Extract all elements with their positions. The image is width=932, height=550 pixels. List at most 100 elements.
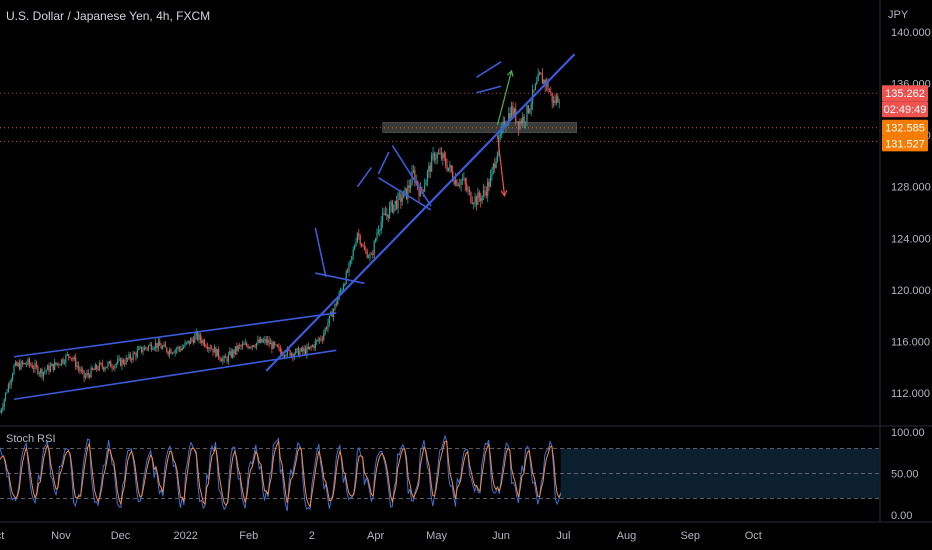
- candle-body: [551, 92, 553, 103]
- candle-body: [324, 328, 326, 334]
- candle-body: [58, 363, 60, 365]
- candle-body: [241, 344, 244, 347]
- candle-body: [139, 346, 141, 349]
- candle-body: [401, 198, 403, 202]
- candle-body: [12, 374, 14, 380]
- y-tick-label: 116.000: [891, 336, 930, 348]
- candle-body: [44, 371, 46, 372]
- candle-body: [487, 181, 489, 196]
- trendlines: [13, 53, 576, 401]
- candle-body: [178, 346, 180, 349]
- candle-body: [199, 334, 202, 341]
- candle-body: [393, 204, 395, 213]
- indicator-tick-label: 0.00: [891, 510, 912, 522]
- candle-body: [290, 353, 293, 356]
- candle-body: [309, 346, 311, 349]
- candle-body: [310, 346, 312, 348]
- candle-body: [328, 315, 330, 324]
- y-tick-label: 120.000: [891, 285, 931, 297]
- candle-body: [438, 153, 440, 155]
- candle-body: [433, 153, 436, 160]
- candle-body: [397, 194, 399, 209]
- candle-body: [453, 179, 455, 185]
- candle-body: [494, 163, 496, 168]
- down-arrowhead: [500, 189, 508, 198]
- candle-body: [360, 243, 363, 246]
- candle-body: [70, 357, 73, 359]
- candle-body: [215, 347, 217, 357]
- candle-body: [508, 113, 510, 123]
- candle-body: [380, 221, 382, 231]
- candle-body: [89, 374, 91, 378]
- level-badge: 131.527: [885, 138, 925, 150]
- candle-body: [211, 348, 213, 350]
- candle-body: [223, 356, 225, 359]
- x-tick-label: Feb: [239, 530, 258, 542]
- down-arrow: [496, 135, 506, 196]
- candle-body: [407, 185, 409, 199]
- candle-body: [73, 357, 75, 360]
- candle-body: [445, 157, 447, 166]
- candle-body: [206, 347, 209, 349]
- candle-body: [405, 188, 408, 199]
- candle-body: [557, 96, 559, 103]
- candle-body: [436, 153, 438, 159]
- candle-body: [180, 348, 182, 351]
- candle-body: [552, 100, 555, 103]
- candle-body: [111, 367, 113, 369]
- countdown-badge-bg: [882, 101, 928, 118]
- candle-body: [100, 363, 102, 364]
- candle-body: [334, 303, 336, 310]
- candle-body: [353, 246, 356, 250]
- candle-body: [254, 346, 256, 348]
- candle-body: [133, 353, 136, 355]
- candle-body: [282, 355, 284, 356]
- candle-body: [467, 189, 469, 191]
- candle-body: [345, 271, 347, 284]
- candle-body: [421, 187, 423, 190]
- candle-body: [257, 339, 259, 343]
- price-grid: [0, 0, 932, 523]
- candle-body: [410, 184, 412, 188]
- candle-body: [62, 359, 64, 363]
- candle-body: [268, 340, 270, 345]
- candle-body: [286, 348, 288, 356]
- candle-body: [239, 345, 241, 347]
- candle-body: [94, 364, 96, 370]
- price-candles: [0, 68, 560, 415]
- candle-body: [540, 72, 542, 75]
- candle-body: [386, 214, 388, 216]
- time-axis[interactable]: ct Nov Dec 2022 Feb 2 Apr May Jun Jul Aug Sep Oct: [0, 530, 762, 542]
- candle-body: [425, 180, 427, 186]
- y-tick-label: 140.000: [891, 27, 931, 39]
- candle-body: [147, 345, 150, 349]
- candle-body: [484, 190, 486, 192]
- candle-body: [530, 103, 532, 110]
- candle-body: [191, 338, 193, 340]
- candle-body: [450, 165, 452, 172]
- candle-body: [499, 134, 501, 137]
- stoch-k-line: [0, 434, 562, 512]
- trendline: [391, 145, 432, 207]
- trendline: [356, 166, 373, 188]
- candle-body: [255, 342, 258, 348]
- candle-body: [513, 108, 515, 116]
- candle-body: [222, 358, 224, 362]
- candle-body: [295, 349, 297, 355]
- candle-body: [496, 152, 499, 162]
- candle-body: [136, 350, 138, 357]
- candle-body: [274, 342, 276, 345]
- candle-body: [389, 206, 391, 218]
- candle-body: [209, 347, 211, 349]
- candle-body: [132, 353, 134, 360]
- candle-body: [93, 369, 95, 371]
- candle-body: [201, 340, 203, 344]
- candle-body: [299, 351, 301, 356]
- candle-body: [394, 200, 396, 205]
- candle-body: [31, 365, 33, 369]
- candle-body: [526, 105, 528, 122]
- candle-body: [265, 338, 267, 343]
- candle-body: [524, 121, 527, 123]
- candle-body: [547, 80, 549, 91]
